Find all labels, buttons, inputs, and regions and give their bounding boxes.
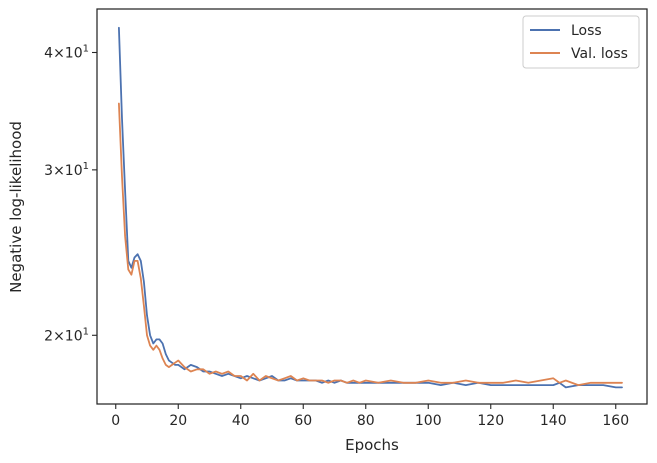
y-axis: 4×101 3×101 2×101 <box>44 43 97 344</box>
x-tick-label: 20 <box>169 413 187 429</box>
plot-area <box>96 8 648 405</box>
x-tick-label: 120 <box>477 413 504 429</box>
legend: Loss Val. loss <box>522 15 640 69</box>
x-tick-label: 0 <box>111 413 120 429</box>
y-tick-label: 2×101 <box>44 326 89 344</box>
x-tick-label: 60 <box>294 413 312 429</box>
x-tick-label: 140 <box>540 413 567 429</box>
series-line-0 <box>118 26 623 389</box>
x-tick-label: 40 <box>232 413 250 429</box>
x-tick-label: 80 <box>357 413 375 429</box>
y-axis-label: Negative log-likelihood <box>7 121 25 293</box>
x-tick-label: 100 <box>415 413 442 429</box>
y-tick-label: 4×101 <box>44 43 89 61</box>
x-tick-label: 160 <box>602 413 629 429</box>
y-tick-label: 3×101 <box>44 161 89 179</box>
legend-label-loss: Loss <box>571 23 602 39</box>
x-axis-label: Epochs <box>345 436 399 454</box>
series-line-1 <box>118 102 623 386</box>
legend-label-val-loss: Val. loss <box>571 46 628 62</box>
x-axis: 0 20 40 60 80 100 120 140 160 <box>111 404 629 429</box>
series-lines <box>118 26 623 389</box>
